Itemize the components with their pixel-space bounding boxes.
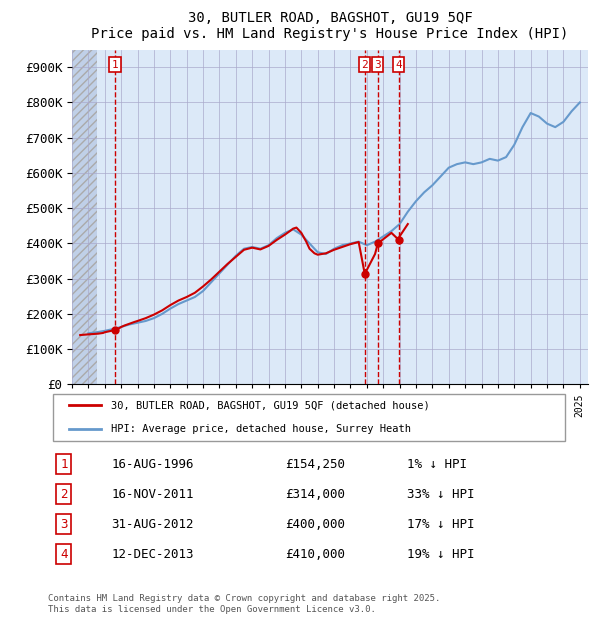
Text: 3: 3	[374, 60, 381, 69]
Text: £410,000: £410,000	[286, 547, 346, 560]
FancyBboxPatch shape	[53, 394, 565, 441]
Text: 17% ↓ HPI: 17% ↓ HPI	[407, 518, 475, 531]
Text: £400,000: £400,000	[286, 518, 346, 531]
Text: £154,250: £154,250	[286, 458, 346, 471]
Text: 1: 1	[60, 458, 68, 471]
Text: 2: 2	[361, 60, 368, 69]
Text: 16-AUG-1996: 16-AUG-1996	[112, 458, 194, 471]
Text: 31-AUG-2012: 31-AUG-2012	[112, 518, 194, 531]
Text: 1: 1	[112, 60, 118, 69]
Text: 3: 3	[60, 518, 68, 531]
Text: 19% ↓ HPI: 19% ↓ HPI	[407, 547, 475, 560]
Text: 1% ↓ HPI: 1% ↓ HPI	[407, 458, 467, 471]
Text: £314,000: £314,000	[286, 488, 346, 500]
Text: Contains HM Land Registry data © Crown copyright and database right 2025.
This d: Contains HM Land Registry data © Crown c…	[48, 595, 440, 614]
Bar	[72, 50, 97, 384]
Text: 33% ↓ HPI: 33% ↓ HPI	[407, 488, 475, 500]
Text: 16-NOV-2011: 16-NOV-2011	[112, 488, 194, 500]
Text: 4: 4	[395, 60, 402, 69]
Text: 2: 2	[60, 488, 68, 500]
Text: 30, BUTLER ROAD, BAGSHOT, GU19 5QF (detached house): 30, BUTLER ROAD, BAGSHOT, GU19 5QF (deta…	[112, 401, 430, 410]
Text: 12-DEC-2013: 12-DEC-2013	[112, 547, 194, 560]
Text: HPI: Average price, detached house, Surrey Heath: HPI: Average price, detached house, Surr…	[112, 423, 412, 433]
Text: 4: 4	[60, 547, 68, 560]
Title: 30, BUTLER ROAD, BAGSHOT, GU19 5QF
Price paid vs. HM Land Registry's House Price: 30, BUTLER ROAD, BAGSHOT, GU19 5QF Price…	[91, 11, 569, 42]
